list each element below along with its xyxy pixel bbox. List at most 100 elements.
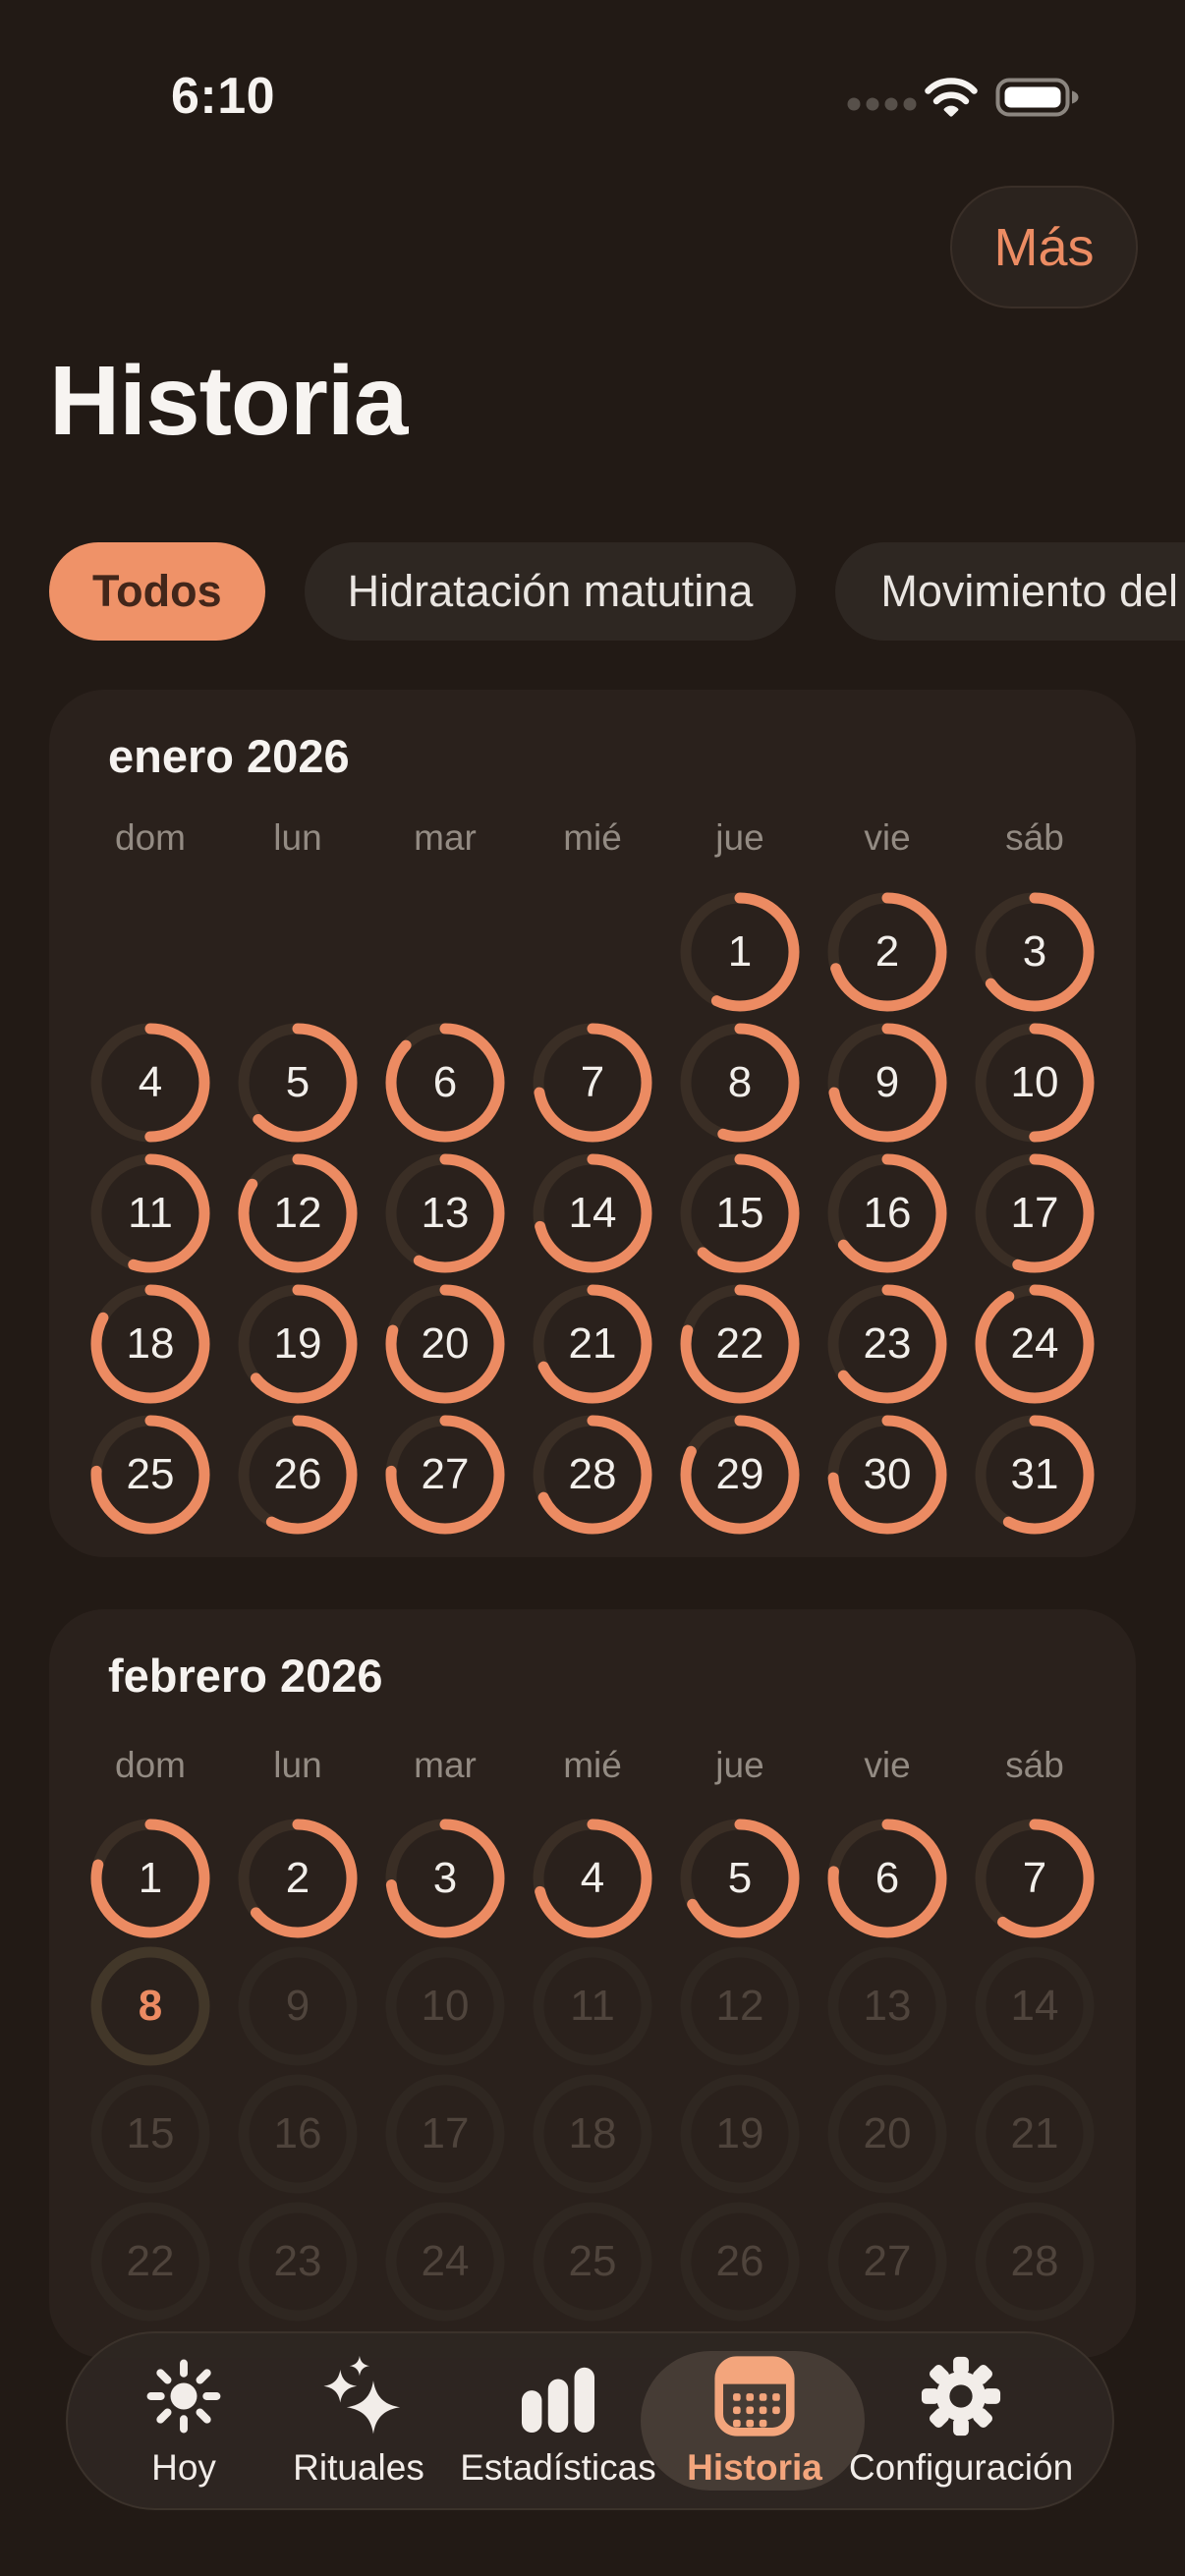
day-cell-9[interactable]: 9	[827, 1023, 947, 1143]
day-cell-14[interactable]: 14	[533, 1153, 652, 1273]
day-cell-11[interactable]: 11	[533, 1946, 652, 2066]
tab-label: Estadísticas	[460, 2447, 656, 2488]
day-cell-27[interactable]: 27	[827, 2202, 947, 2322]
day-cell-8[interactable]: 8	[90, 1946, 210, 2066]
weekday-header: dom lun mar mié jue vie sáb	[77, 1745, 1108, 1786]
day-cell-17[interactable]: 17	[385, 2074, 505, 2194]
tab-historia[interactable]: Historia	[637, 2337, 873, 2504]
tab-label: Configuración	[848, 2447, 1074, 2488]
day-cell-27[interactable]: 27	[385, 1415, 505, 1535]
day-cell-8[interactable]: 8	[680, 1023, 800, 1143]
weekday-label: vie	[864, 817, 911, 858]
day-number: 31	[1010, 1450, 1059, 1498]
day-cell-10[interactable]: 10	[975, 1023, 1095, 1143]
day-cell-22[interactable]: 22	[90, 2202, 210, 2322]
day-cell-30[interactable]: 30	[827, 1415, 947, 1535]
day-number: 28	[1010, 2237, 1059, 2285]
day-cell-12[interactable]: 12	[680, 1946, 800, 2066]
tab-rituales[interactable]: Rituales	[241, 2337, 477, 2504]
filter-chip-todos[interactable]: Todos	[49, 542, 265, 641]
day-cell-1[interactable]: 1	[680, 892, 800, 1012]
day-cell-19[interactable]: 19	[238, 1284, 358, 1404]
day-cell-7[interactable]: 7	[975, 1819, 1095, 1938]
status-time: 6:10	[171, 68, 276, 125]
day-number: 6	[432, 1058, 458, 1106]
day-cell-6[interactable]: 6	[827, 1819, 947, 1938]
day-cell-20[interactable]: 20	[385, 1284, 505, 1404]
day-cell-5[interactable]: 5	[238, 1023, 358, 1143]
day-cell-3[interactable]: 3	[975, 892, 1095, 1012]
day-cell-3[interactable]: 3	[385, 1819, 505, 1938]
day-cell-28[interactable]: 28	[533, 1415, 652, 1535]
day-cell-13[interactable]: 13	[827, 1946, 947, 2066]
day-cell-29[interactable]: 29	[680, 1415, 800, 1535]
more-button[interactable]: Más	[950, 186, 1138, 308]
day-number: 3	[432, 1854, 458, 1902]
day-number: 23	[863, 1319, 912, 1368]
day-number: 14	[568, 1189, 617, 1237]
day-cell-4[interactable]: 4	[90, 1023, 210, 1143]
day-number: 12	[715, 1982, 764, 2030]
day-cell-14[interactable]: 14	[975, 1946, 1095, 2066]
weekday-label: sáb	[1005, 817, 1064, 858]
day-cell-15[interactable]: 15	[90, 2074, 210, 2194]
day-number: 19	[715, 2109, 764, 2157]
day-cell-11[interactable]: 11	[90, 1153, 210, 1273]
day-number: 26	[715, 2237, 764, 2285]
day-cell-19[interactable]: 19	[680, 2074, 800, 2194]
day-cell-22[interactable]: 22	[680, 1284, 800, 1404]
day-number: 29	[715, 1450, 764, 1498]
day-number: 4	[138, 1058, 163, 1106]
day-cell-26[interactable]: 26	[238, 1415, 358, 1535]
day-cell-23[interactable]: 23	[238, 2202, 358, 2322]
day-cell-16[interactable]: 16	[827, 1153, 947, 1273]
day-cell-21[interactable]: 21	[975, 2074, 1095, 2194]
day-number: 18	[126, 1319, 175, 1368]
filter-chip-hidratacion-matutina[interactable]: Hidratación matutina	[304, 542, 797, 641]
tab-estadisticas[interactable]: Estadísticas	[440, 2337, 676, 2504]
day-cell-6[interactable]: 6	[385, 1023, 505, 1143]
day-cell-13[interactable]: 13	[385, 1153, 505, 1273]
day-cell-1[interactable]: 1	[90, 1819, 210, 1938]
day-cell-18[interactable]: 18	[533, 2074, 652, 2194]
day-cell-18[interactable]: 18	[90, 1284, 210, 1404]
day-cell-28[interactable]: 28	[975, 2202, 1095, 2322]
day-cell-7[interactable]: 7	[533, 1023, 652, 1143]
month-title: febrero 2026	[108, 1650, 383, 1702]
day-number: 5	[285, 1058, 310, 1106]
tab-hoy[interactable]: Hoy	[66, 2337, 302, 2504]
filter-chip-movimiento-del[interactable]: Movimiento del	[835, 542, 1185, 641]
day-cell-15[interactable]: 15	[680, 1153, 800, 1273]
day-number: 15	[715, 1189, 764, 1237]
day-cell-31[interactable]: 31	[975, 1415, 1095, 1535]
day-cell-9[interactable]: 9	[238, 1946, 358, 2066]
day-number: 6	[875, 1854, 900, 1902]
day-cell-16[interactable]: 16	[238, 2074, 358, 2194]
day-cell-23[interactable]: 23	[827, 1284, 947, 1404]
day-cell-26[interactable]: 26	[680, 2202, 800, 2322]
day-number: 20	[863, 2109, 912, 2157]
day-number: 28	[568, 1450, 617, 1498]
day-cell-10[interactable]: 10	[385, 1946, 505, 2066]
day-cell-12[interactable]: 12	[238, 1153, 358, 1273]
day-number: 14	[1010, 1982, 1059, 2030]
weekday-label: lun	[273, 817, 322, 858]
day-cell-25[interactable]: 25	[533, 2202, 652, 2322]
tab-configuracion[interactable]: Configuración	[843, 2337, 1079, 2504]
day-number: 30	[863, 1450, 912, 1498]
day-cell-2[interactable]: 2	[238, 1819, 358, 1938]
day-cell-24[interactable]: 24	[975, 1284, 1095, 1404]
day-number: 24	[1010, 1319, 1059, 1368]
day-number: 18	[568, 2109, 617, 2157]
month-card-enero-2026: enero 2026 dom lun mar mié jue vie sáb 1 2 3 4 5 6 7 8 9…	[49, 690, 1136, 1557]
day-number: 1	[138, 1854, 163, 1902]
day-cell-21[interactable]: 21	[533, 1284, 652, 1404]
day-cell-20[interactable]: 20	[827, 2074, 947, 2194]
day-cell-5[interactable]: 5	[680, 1819, 800, 1938]
day-cell-2[interactable]: 2	[827, 892, 947, 1012]
day-cell-17[interactable]: 17	[975, 1153, 1095, 1273]
sparkles-icon	[316, 2353, 401, 2439]
day-cell-24[interactable]: 24	[385, 2202, 505, 2322]
day-cell-25[interactable]: 25	[90, 1415, 210, 1535]
day-cell-4[interactable]: 4	[533, 1819, 652, 1938]
